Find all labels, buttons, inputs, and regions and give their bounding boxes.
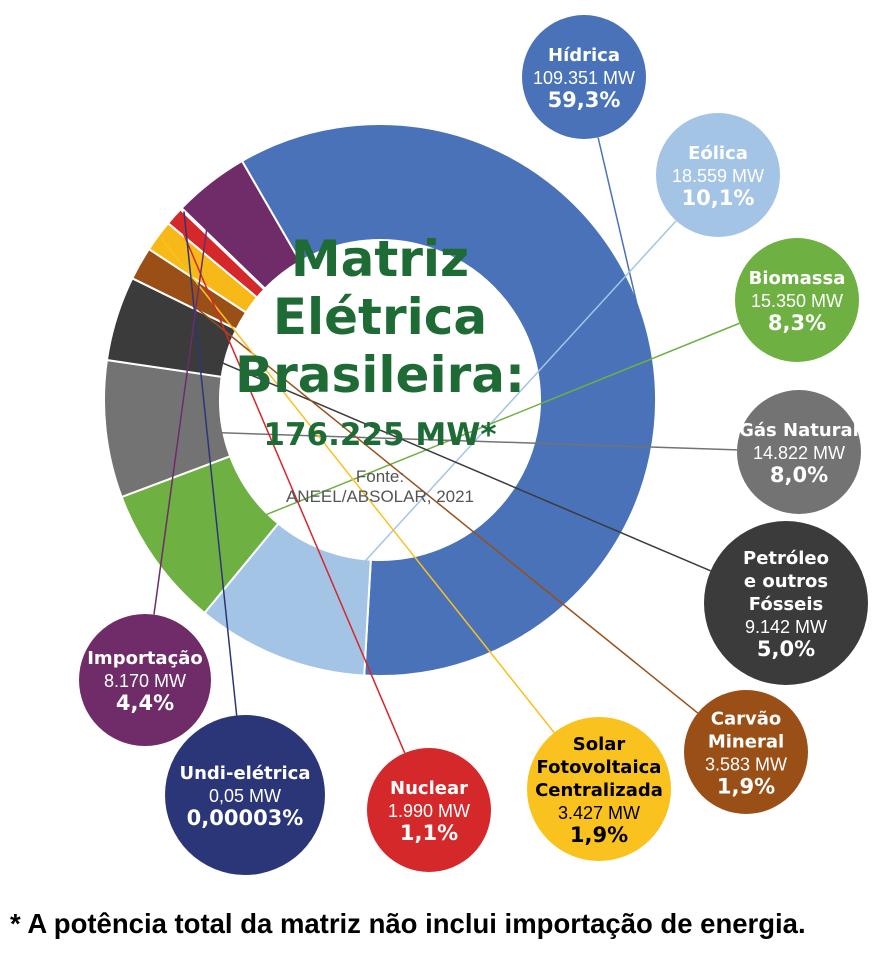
slice-label-bubble-3	[737, 390, 861, 514]
slice-label-bubble-0	[522, 15, 646, 139]
slice-label-name-0: Biomassa	[749, 268, 846, 289]
slice-label-bubble-7	[367, 748, 491, 872]
leader-line-5	[143, 264, 699, 714]
slice-label-value: 3.583 MW	[705, 755, 787, 775]
chart-total: 176.225 MW*	[263, 417, 496, 453]
slice-label-value: 8.170 MW	[104, 671, 186, 691]
leader-line-8	[183, 211, 238, 716]
slice-label-name-1: Fotovoltaica	[537, 757, 662, 778]
chart-source-line-0: Fonte:	[356, 467, 404, 486]
slice-label-name-2: Centralizada	[535, 780, 663, 801]
slice-label-name-0: Eólica	[688, 143, 748, 164]
slice-label-name-0: Carvão	[711, 709, 781, 730]
slice-label-value: 18.559 MW	[672, 166, 764, 186]
slice-label-value: 0,05 MW	[209, 786, 281, 806]
slice-label-pct: 8,3%	[768, 311, 826, 335]
chart-title-line-2: Brasileira:	[235, 346, 525, 404]
slice-label-bubble-9	[79, 614, 211, 746]
slice-label-bubble-1	[656, 113, 780, 237]
footnote: * A potência total da matriz não inclui …	[10, 908, 806, 939]
slice-label-name-0: Importação	[87, 648, 203, 669]
slice-label-bubble-4	[704, 521, 868, 685]
leader-line-0	[597, 137, 646, 338]
slice-label-pct: 8,0%	[770, 463, 828, 487]
slice-label-pct: 1,9%	[570, 823, 628, 847]
slice-label-pct: 5,0%	[757, 637, 815, 661]
chart-title-line-1: Elétrica	[273, 288, 487, 346]
slice-label-pct: 1,1%	[400, 821, 458, 845]
slice-label-value: 109.351 MW	[533, 68, 635, 88]
slice-label-name-0: Solar	[573, 734, 626, 755]
slice-label-name-2: Fósseis	[749, 594, 823, 615]
slice-label-value: 3.427 MW	[558, 803, 640, 823]
slice-label-pct: 1,9%	[717, 775, 775, 799]
slice-label-value: 14.822 MW	[753, 443, 845, 463]
chart-source-line-1: ANEEL/ABSOLAR, 2021	[286, 487, 474, 506]
slice-label-name-1: Mineral	[708, 732, 784, 753]
slice-label-bubble-8	[165, 715, 325, 875]
leader-line-7	[176, 218, 406, 754]
leader-lines	[109, 137, 740, 754]
pie-slice-0	[240, 123, 657, 677]
slice-label-value: 1.990 MW	[388, 801, 470, 821]
slice-label-bubble-6	[527, 717, 671, 861]
slice-label-name-0: Hídrica	[548, 45, 620, 66]
slice-label-name-0: Petróleo	[743, 548, 829, 569]
leader-line-3	[109, 428, 738, 451]
slice-label-pct: 59,3%	[548, 88, 621, 112]
slice-label-bubble-2	[735, 238, 859, 362]
slice-label-name-1: e outros	[744, 571, 828, 592]
leader-line-6	[160, 237, 555, 734]
slice-label-name-0: Gás Natural	[739, 420, 859, 441]
slice-label-pct: 4,4%	[116, 691, 174, 715]
leader-line-1	[280, 220, 677, 654]
slice-label-name-0: Undi-elétrica	[179, 763, 310, 784]
slice-label-bubble-5	[684, 690, 808, 814]
slice-label-value: 15.350 MW	[751, 291, 843, 311]
leader-line-9	[153, 185, 214, 615]
leader-line-4	[119, 318, 711, 572]
slice-label-name-0: Nuclear	[390, 778, 468, 799]
slice-label-value: 9.142 MW	[745, 617, 827, 637]
slice-label-pct: 10,1%	[682, 186, 755, 210]
chart-center-hole	[220, 240, 540, 560]
slice-label-pct: 0,00003%	[187, 806, 304, 830]
chart-title-line-0: Matriz	[291, 230, 469, 288]
